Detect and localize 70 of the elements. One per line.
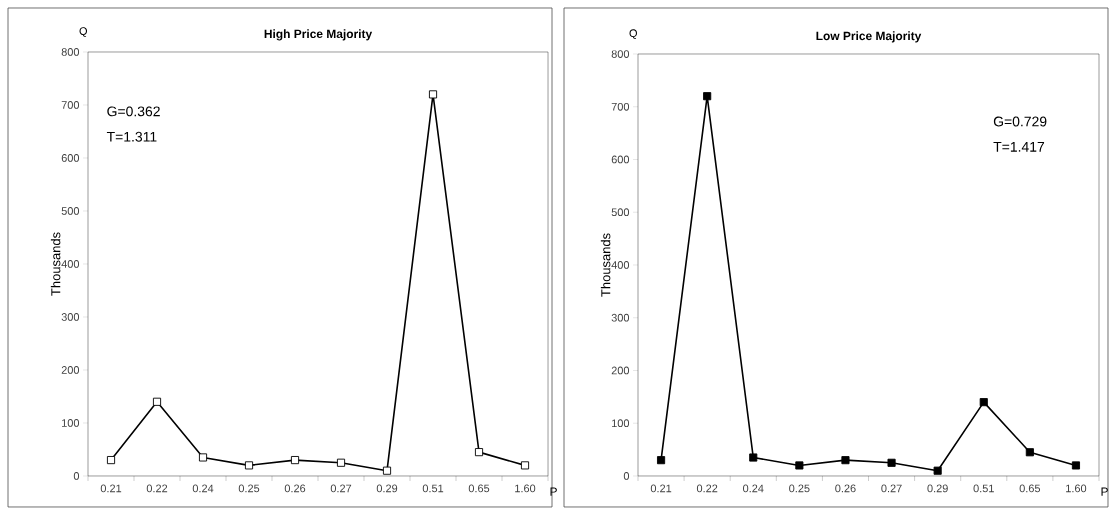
y-axis-title: Thousands [50,232,61,296]
point [749,453,758,462]
y-tick-label: 700 [611,102,630,111]
x-tick-label: 0.26 [835,484,856,493]
y-tick-label: 100 [612,419,630,428]
point [657,456,666,465]
x-tick-label: 0.21 [100,484,122,493]
chart-title: Low Price Majority [816,31,922,43]
annotation: T=1.417 [993,142,1045,152]
x-tick-label: 0.65 [1019,484,1041,493]
y-tick-label: 600 [611,155,630,164]
point [795,461,804,470]
point [520,461,530,470]
point [474,448,484,457]
point [106,456,116,465]
x-tick-label: 1.60 [1066,484,1087,493]
y-tick-label: 600 [61,154,80,162]
x-tick-label: 1.60 [515,484,536,493]
y-tick-label: 400 [611,261,630,269]
x-tick-label: 0.21 [650,484,672,493]
y-tick-label: 700 [61,101,80,109]
y-tick-label: 400 [61,260,80,268]
y-tick-label: 0 [73,472,80,480]
x-tick-label: 0.24 [743,484,764,493]
point [198,453,208,462]
y-axis-title: Thousands [600,233,611,297]
y-tick-label: 500 [611,208,630,217]
x-tick-label: 0.25 [238,484,260,493]
point [152,397,162,406]
point [1025,448,1034,457]
y-tick-label: 200 [611,366,630,375]
annotation: T=1.311 [106,131,157,142]
x-tick-label: 0.27 [881,484,902,493]
x-tick-label: 0.22 [146,484,168,493]
y-tick-label: 300 [611,313,630,322]
point [1071,461,1081,470]
x-axis-title: P [550,487,557,496]
annotation: G=0.729 [993,116,1047,127]
annotation: G=0.362 [107,106,160,117]
point [841,456,850,465]
point [979,398,988,407]
y-tick-label: 500 [61,207,80,215]
x-tick-label: 0.24 [192,484,214,493]
x-tick-label: 0.29 [376,484,398,493]
x-tick-label: 0.22 [696,484,718,493]
x-tick-label: 0.51 [973,484,994,493]
point [290,456,300,465]
point [933,466,942,475]
x-tick-label: 0.27 [330,484,352,493]
y-tick-label: 800 [61,48,80,56]
y-tick-label: 0 [623,472,630,480]
point [336,458,346,467]
x-axis-title: P [1101,487,1108,496]
point [428,90,438,99]
x-tick-label: 0.26 [284,484,306,493]
x-tick-label: 0.25 [789,484,810,493]
y-tick-label: 800 [611,50,630,58]
text: Q [629,29,637,40]
text: Q [79,27,88,37]
point [382,466,392,475]
x-tick-label: 0.29 [927,484,948,493]
x-tick-label: 0.51 [422,484,444,493]
x-tick-label: 0.65 [468,484,490,493]
chart-title: High Price Majority [264,29,373,41]
y-tick-label: 100 [62,419,80,427]
y-tick-label: 300 [61,313,80,321]
point [703,92,712,101]
point [244,461,254,470]
point [887,458,896,467]
y-tick-label: 200 [61,366,80,374]
